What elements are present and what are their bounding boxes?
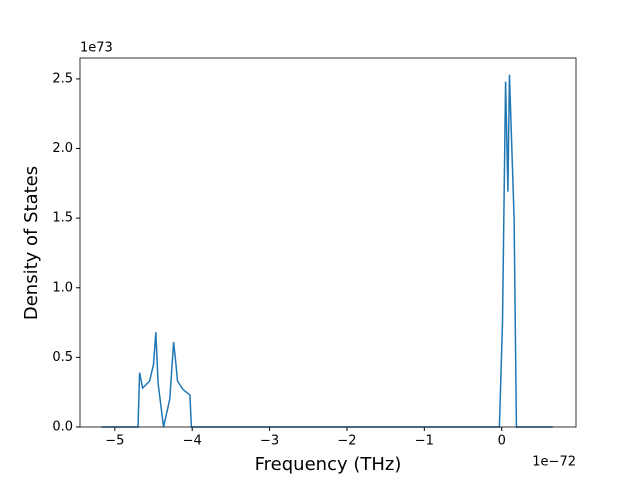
x-tick-label: −4: [183, 434, 202, 449]
y-tick-label: 1.5: [52, 211, 73, 226]
x-tick-label: −1: [415, 434, 434, 449]
x-tick-label: 0: [498, 434, 506, 449]
data-line: [101, 74, 553, 428]
y-offset-text: 1e73: [80, 41, 113, 56]
plot-frame: [79, 57, 577, 428]
y-tick-label: 2.5: [52, 71, 73, 86]
y-tick-label: 0.5: [52, 350, 73, 365]
y-tick-label: 1.0: [52, 280, 73, 295]
x-offset-text: 1e−72: [532, 455, 576, 470]
y-tick-label: 0.0: [52, 420, 73, 435]
y-axis-label: Density of States: [21, 166, 42, 320]
x-tick-label: −5: [105, 434, 124, 449]
x-tick-label: −3: [260, 434, 279, 449]
x-axis-label: Frequency (THz): [255, 454, 402, 475]
x-tick-label: −2: [337, 434, 356, 449]
y-tick-label: 2.0: [52, 141, 73, 156]
